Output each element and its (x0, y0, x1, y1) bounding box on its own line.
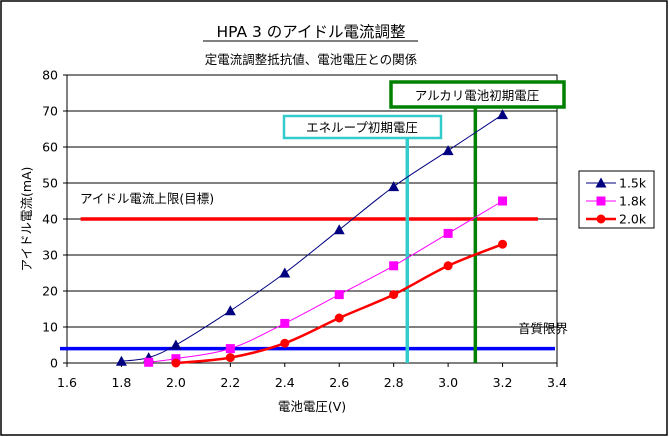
legend-label: 2.0k (619, 212, 647, 227)
legend-marker-1.8k (596, 196, 606, 206)
alkaline-label: アルカリ電池初期電圧 (415, 88, 540, 103)
y-tick-label: 60 (42, 140, 58, 155)
eneloop-label-box (282, 114, 443, 140)
data-point-1.5k (170, 339, 182, 350)
data-point-1.8k (443, 228, 453, 238)
y-tick-label: 30 (42, 248, 58, 263)
data-point-1.8k (225, 344, 235, 354)
data-point-2.0k (498, 239, 508, 249)
x-tick-label: 2.8 (384, 375, 404, 390)
data-point-1.8k (144, 357, 154, 367)
x-axis-ticks: 1.6 1.8 2.0 2.2 2.4 2.6 2.8 3.0 3.2 3.4 (57, 363, 567, 390)
x-tick-label: 3.0 (438, 375, 458, 390)
chart-subtitle: 定電流調整抵抗値、電池電圧との関係 (205, 52, 417, 67)
data-series (115, 109, 509, 368)
x-tick-label: 1.6 (57, 375, 77, 390)
chart-title: HPA 3 のアイドル電流調整 (216, 23, 405, 41)
data-point-1.5k (442, 145, 454, 156)
y-tick-label: 50 (42, 176, 58, 191)
y-tick-label: 10 (42, 320, 58, 335)
x-tick-label: 1.8 (111, 375, 131, 390)
legend-label: 1.5k (619, 176, 647, 191)
y-axis-ticks: 0 10 20 30 40 50 60 70 80 (42, 68, 67, 371)
x-tick-label: 3.2 (493, 375, 513, 390)
legend-marker-1.5k (595, 177, 607, 188)
y-axis-label: アイドル電流(mA) (19, 167, 34, 272)
data-point-1.5k (388, 181, 400, 192)
alkaline-label-box (389, 80, 566, 109)
x-tick-label: 2.0 (166, 375, 186, 390)
data-point-1.5k (333, 224, 345, 235)
x-tick-label: 3.4 (547, 375, 567, 390)
x-tick-label: 2.2 (220, 375, 240, 390)
data-point-1.8k (498, 196, 508, 206)
x-axis-label: 電池電圧(V) (278, 399, 346, 414)
data-point-1.5k (497, 109, 509, 120)
data-point-2.0k (171, 358, 181, 368)
legend-label: 1.8k (619, 194, 647, 209)
data-point-1.5k (115, 355, 127, 366)
y-tick-label: 20 (42, 284, 58, 299)
y-tick-label: 70 (42, 104, 58, 119)
data-point-2.0k (225, 353, 235, 363)
data-point-1.8k (280, 318, 290, 328)
reference-lines (60, 107, 555, 363)
legend: 1.5k 1.8k 2.0k (586, 176, 647, 227)
y-tick-label: 40 (42, 212, 58, 227)
data-point-1.8k (389, 261, 399, 271)
data-point-1.8k (334, 290, 344, 300)
x-tick-label: 2.4 (275, 375, 295, 390)
data-point-2.0k (280, 338, 290, 348)
data-point-1.5k (279, 267, 291, 278)
data-point-2.0k (443, 261, 453, 271)
x-tick-label: 2.6 (329, 375, 349, 390)
eneloop-label: エネループ初期電圧 (306, 120, 418, 135)
legend-marker-2.0k (596, 214, 606, 224)
y-tick-label: 80 (42, 68, 58, 83)
idle-limit-label: アイドル電流上限(目標) (80, 191, 214, 206)
sound-limit-label: 音質限界 (518, 321, 569, 336)
data-point-1.5k (224, 305, 236, 316)
data-point-2.0k (334, 313, 344, 323)
y-tick-label: 0 (50, 356, 58, 371)
data-point-2.0k (389, 290, 399, 300)
